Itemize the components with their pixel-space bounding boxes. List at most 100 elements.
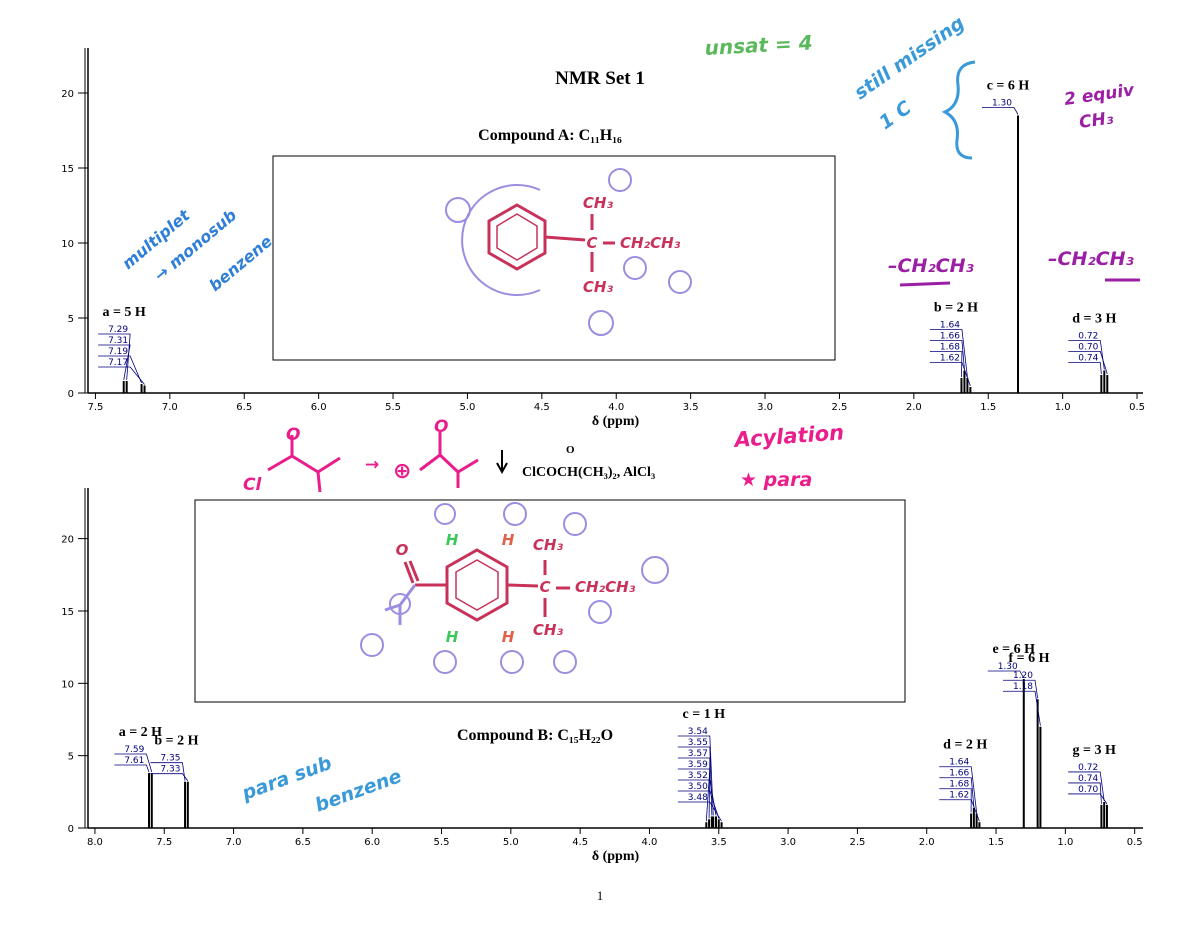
group-label: c = 6 H <box>987 79 1030 94</box>
peak-label: 7.17 <box>108 358 128 368</box>
peak-label: 1.68 <box>949 780 969 790</box>
structure-text: CH₃ <box>533 536 564 554</box>
structure-text: CH₃ <box>583 278 614 296</box>
peak-label: 7.35 <box>160 754 180 764</box>
annotation: unsat = 4 <box>704 30 813 60</box>
peak-label: 3.50 <box>688 782 708 792</box>
x-tick-label: 5.0 <box>459 402 475 413</box>
peak-leader <box>929 329 968 378</box>
x-tick-label: 8.0 <box>87 837 103 848</box>
structure-text: O <box>396 541 409 559</box>
arrow <box>496 450 508 475</box>
peak-label: 1.66 <box>949 769 969 779</box>
x-tick-label: 1.0 <box>1055 402 1071 413</box>
peak-leader <box>929 362 971 387</box>
peak-leader <box>114 753 153 773</box>
x-tick-label: 6.5 <box>236 402 252 413</box>
annotation: O <box>286 425 300 445</box>
y-tick-label: 0 <box>68 389 74 400</box>
peak-leader <box>1068 782 1102 804</box>
peak-label: 0.74 <box>1078 774 1098 784</box>
x-tick-label: 2.0 <box>906 402 922 413</box>
peak-label: 7.19 <box>108 347 128 357</box>
structure-text: C <box>539 578 550 596</box>
peak-label: 3.48 <box>688 793 708 803</box>
y-tick-label: 0 <box>68 824 74 835</box>
peak-label: 1.62 <box>940 354 960 364</box>
x-tick-label: 7.5 <box>87 402 103 413</box>
structure-text: C <box>586 234 597 252</box>
x-tick-label: 4.0 <box>608 402 624 413</box>
x-tick-label: 7.5 <box>156 837 172 848</box>
y-tick-label: 10 <box>61 679 74 690</box>
peak-label: 3.57 <box>688 749 708 759</box>
group-label: b = 2 H <box>934 301 978 316</box>
peak-label: 1.66 <box>940 332 960 342</box>
peak-leader <box>677 735 714 816</box>
y-tick-label: 20 <box>61 535 74 546</box>
peak-leader <box>677 757 711 819</box>
peak-label: 1.30 <box>992 99 1012 109</box>
x-axis-label: δ (ppm) <box>592 414 640 429</box>
group-label: a = 2 H <box>119 725 162 740</box>
x-tick-label: 3.5 <box>683 402 699 413</box>
peak-label: 7.59 <box>124 745 144 755</box>
peak-label: 0.74 <box>1078 354 1098 364</box>
structure-text: CH₃ <box>583 194 614 212</box>
compound-label: Compound B: C₁₅H₂₂O <box>457 727 613 744</box>
annotation: benzene <box>205 231 276 295</box>
group-label: b = 2 H <box>154 734 198 749</box>
y-tick-label: 20 <box>61 89 74 100</box>
peak-leader <box>98 333 131 381</box>
group-label: d = 2 H <box>943 738 987 753</box>
x-tick-label: 4.5 <box>534 402 550 413</box>
annotation: –CH₂CH₃ <box>888 255 975 277</box>
structure-text: CH₂CH₃ <box>575 578 636 596</box>
structure-b <box>403 548 570 622</box>
x-tick-label: 5.0 <box>503 837 519 848</box>
peak-label: 3.59 <box>688 760 708 770</box>
peak-label: 1.62 <box>949 791 969 801</box>
structure-text: CH₂CH₃ <box>620 234 681 252</box>
y-tick-label: 5 <box>68 314 74 325</box>
peak-label: 1.20 <box>1013 671 1033 681</box>
annotation: 1 C <box>875 97 915 134</box>
peak-label: 3.54 <box>688 727 708 737</box>
x-tick-label: 3.0 <box>757 402 773 413</box>
annotation: ★ para <box>740 469 812 491</box>
peak-leader <box>987 670 1025 679</box>
peak-leader <box>939 777 975 807</box>
peak-leader <box>677 746 713 816</box>
page-number: 1 <box>597 888 604 903</box>
group-label: e = 6 H <box>992 642 1035 657</box>
y-tick-label: 5 <box>68 752 74 763</box>
peak-leader <box>114 764 150 773</box>
reagent-sketch <box>267 432 479 493</box>
x-tick-label: 1.5 <box>980 402 996 413</box>
annotation: –CH₂CH₃ <box>1048 248 1135 270</box>
peak-leader <box>1003 679 1039 699</box>
peak-label: 7.33 <box>160 765 180 775</box>
peak-label: 0.70 <box>1078 785 1098 795</box>
x-tick-label: 4.5 <box>572 837 588 848</box>
structure-text: CH₃ <box>533 621 564 639</box>
group-label: g = 3 H <box>1072 743 1115 758</box>
annotation: ⊕ <box>393 459 411 484</box>
x-tick-label: 2.5 <box>831 402 847 413</box>
group-label: a = 5 H <box>102 305 145 320</box>
annotation: → <box>365 455 379 475</box>
peak-label: 1.64 <box>949 758 969 768</box>
reagent: ClCOCH(CH₃)₂, AlCl₃ <box>522 465 655 480</box>
peak-leader <box>1003 690 1041 726</box>
group-label: f = 6 H <box>1009 651 1050 666</box>
peak-label: 0.70 <box>1078 343 1098 353</box>
peak-label: 0.72 <box>1078 332 1098 342</box>
peak-leader <box>939 799 980 822</box>
annotation: Cl <box>243 475 262 495</box>
peak-leader <box>939 788 972 813</box>
structure-text: H <box>446 628 459 646</box>
peak-label: 7.31 <box>108 336 128 346</box>
peak-leader <box>1068 793 1108 805</box>
y-tick-label: 10 <box>61 239 74 250</box>
